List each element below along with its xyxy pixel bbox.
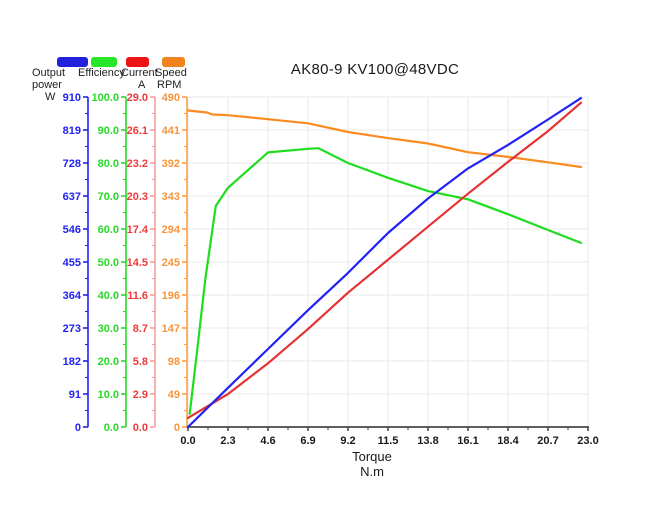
y-tick-label-speed: 0	[174, 422, 180, 434]
x-tick-label: 16.1	[457, 435, 478, 447]
x-tick-label: 23.0	[577, 435, 598, 447]
y-tick-label-current: 8.7	[133, 323, 148, 335]
y-tick-label-efficiency: 50.0	[98, 257, 119, 269]
y-tick-label-output-power: 546	[63, 224, 81, 236]
y-tick-label-efficiency: 90.0	[98, 125, 119, 137]
y-tick-label-current: 23.2	[127, 158, 148, 170]
legend-swatch-current	[126, 57, 149, 67]
x-axis-label: Torque	[352, 449, 392, 464]
legend-label-efficiency: Efficiency	[78, 67, 125, 79]
x-axis-title: Torque N.m	[352, 449, 392, 479]
x-tick-label: 4.6	[260, 435, 275, 447]
y-tick-label-output-power: 819	[63, 125, 81, 137]
legend-swatch-efficiency	[91, 57, 117, 67]
y-tick-label-output-power: 364	[63, 290, 82, 302]
y-tick-label-efficiency: 80.0	[98, 158, 119, 170]
x-tick-label: 9.2	[340, 435, 355, 447]
legend-label-output-power: Output power W	[32, 67, 66, 103]
y-tick-label-speed: 392	[162, 158, 180, 170]
y-tick-label-current: 26.1	[127, 125, 148, 137]
y-tick-label-output-power: 182	[63, 356, 81, 368]
series-line-speed	[186, 109, 583, 169]
y-tick-label-speed: 294	[162, 224, 181, 236]
x-tick-label: 0.0	[180, 435, 195, 447]
x-tick-label: 11.5	[378, 435, 399, 447]
series-line-current	[186, 101, 583, 419]
x-tick-label: 13.8	[417, 435, 438, 447]
y-tick-label-output-power: 91	[69, 389, 81, 401]
y-tick-label-speed: 98	[168, 356, 180, 368]
y-tick-label-speed: 441	[162, 125, 180, 137]
y-tick-label-current: 5.8	[133, 356, 148, 368]
legend-label-current: Current A	[121, 67, 158, 91]
y-tick-label-speed: 147	[162, 323, 180, 335]
y-tick-label-current: 11.6	[127, 290, 148, 302]
y-tick-label-current: 14.5	[127, 257, 148, 269]
legend-label-speed: Speed RPM	[155, 67, 187, 91]
y-tick-label-current: 29.0	[127, 92, 148, 104]
axis-unit-rpm: RPM	[157, 79, 182, 91]
chart-title: AK80-9 KV100@48VDC	[290, 61, 460, 78]
x-tick-label: 2.3	[220, 435, 235, 447]
y-tick-label-speed: 245	[162, 257, 180, 269]
y-tick-label-speed: 490	[162, 92, 180, 104]
y-tick-label-current: 20.3	[127, 191, 148, 203]
y-tick-label-efficiency: 100.0	[91, 92, 119, 104]
y-tick-label-efficiency: 20.0	[98, 356, 119, 368]
y-tick-label-efficiency: 30.0	[98, 323, 119, 335]
y-tick-label-efficiency: 0.0	[104, 422, 119, 434]
y-tick-label-speed: 343	[162, 191, 180, 203]
legend-swatch-output-power	[57, 57, 88, 67]
y-tick-label-output-power: 910	[63, 92, 81, 104]
y-tick-label-output-power: 273	[63, 323, 81, 335]
y-tick-label-current: 17.4	[127, 224, 149, 236]
y-tick-label-output-power: 455	[63, 257, 81, 269]
x-tick-label: 20.7	[537, 435, 558, 447]
y-tick-label-efficiency: 60.0	[98, 224, 119, 236]
y-tick-label-output-power: 0	[75, 422, 81, 434]
y-tick-label-speed: 49	[168, 389, 180, 401]
y-tick-label-current: 2.9	[133, 389, 148, 401]
y-tick-label-output-power: 637	[63, 191, 81, 203]
x-tick-label: 18.4	[497, 435, 519, 447]
x-tick-label: 6.9	[300, 435, 315, 447]
y-tick-label-current: 0.0	[133, 422, 148, 434]
axis-unit-w: W	[45, 91, 56, 103]
y-tick-label-efficiency: 40.0	[98, 290, 119, 302]
legend-swatch-speed	[162, 57, 185, 67]
series-line-efficiency	[188, 147, 583, 415]
y-tick-label-efficiency: 10.0	[98, 389, 119, 401]
y-tick-label-output-power: 728	[63, 158, 81, 170]
y-tick-label-efficiency: 70.0	[98, 191, 119, 203]
axis-unit-a: A	[138, 79, 146, 91]
x-axis-unit: N.m	[360, 464, 384, 479]
series-line-output-power	[186, 96, 583, 429]
y-tick-label-speed: 196	[162, 290, 180, 302]
